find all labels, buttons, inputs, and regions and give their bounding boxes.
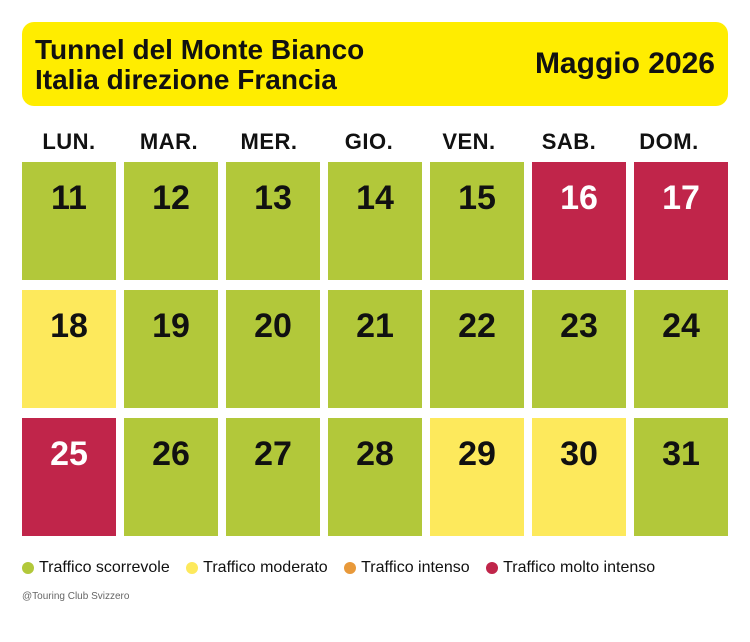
title-block: Tunnel del Monte Bianco Italia direzione…: [35, 35, 364, 95]
yellow-dot-icon: [186, 562, 199, 574]
month-label: Maggio 2026: [534, 47, 715, 80]
day-cell: 14: [328, 162, 422, 280]
legend-item-molto-intenso: Traffico molto intenso: [486, 556, 655, 580]
day-cell: 23: [532, 290, 626, 408]
day-cell: 12: [124, 162, 218, 280]
day-cell: 13: [226, 162, 320, 280]
calendar-grid: 11 12 13 14 15 16 17 18 19 20 21 22 23 2…: [22, 162, 728, 536]
day-cell: 22: [430, 290, 524, 408]
day-cell: 18: [22, 290, 116, 408]
day-cell: 21: [328, 290, 422, 408]
day-cell: 20: [226, 290, 320, 408]
green-dot-icon: [22, 562, 34, 574]
weekday-header: LUN. MAR. MER. GIO. VEN. SAB. DOM.: [22, 126, 716, 158]
day-cell: 17: [634, 162, 728, 280]
day-cell: 28: [328, 418, 422, 536]
day-cell: 19: [124, 290, 218, 408]
day-cell: 11: [22, 162, 116, 280]
title-line-1: Tunnel del Monte Bianco: [35, 34, 365, 65]
legend-item-moderato: Traffico moderato: [186, 556, 328, 580]
day-cell: 25: [22, 418, 116, 536]
day-cell: 31: [634, 418, 728, 536]
weekday-mon: LUN.: [42, 129, 96, 154]
red-dot-icon: [486, 562, 499, 574]
weekday-thu: GIO.: [344, 129, 394, 154]
day-cell: 26: [124, 418, 218, 536]
header-banner: Tunnel del Monte Bianco Italia direzione…: [22, 22, 728, 106]
legend-label: Traffico moderato: [203, 559, 328, 576]
legend-item-scorrevole: Traffico scorrevole: [22, 556, 170, 580]
day-cell: 24: [634, 290, 728, 408]
title-line-2: Italia direzione Francia: [35, 64, 337, 95]
weekday-tue: MAR.: [139, 129, 199, 154]
weekday-fri: VEN.: [442, 129, 496, 154]
legend-item-intenso: Traffico intenso: [344, 556, 470, 580]
credit-text: @Touring Club Svizzero: [22, 591, 130, 602]
weekday-sat: SAB.: [541, 129, 597, 154]
orange-dot-icon: [344, 562, 357, 574]
legend-label: Traffico intenso: [361, 559, 470, 576]
weekday-sun: DOM.: [639, 129, 699, 154]
legend-label: Traffico scorrevole: [39, 559, 170, 576]
day-cell: 30: [532, 418, 626, 536]
legend-label: Traffico molto intenso: [503, 559, 656, 576]
day-cell: 27: [226, 418, 320, 536]
weekday-wed: MER.: [240, 129, 298, 154]
day-cell: 15: [430, 162, 524, 280]
legend: Traffico scorrevole Traffico moderato Tr…: [22, 556, 667, 580]
day-cell: 29: [430, 418, 524, 536]
day-cell: 16: [532, 162, 626, 280]
